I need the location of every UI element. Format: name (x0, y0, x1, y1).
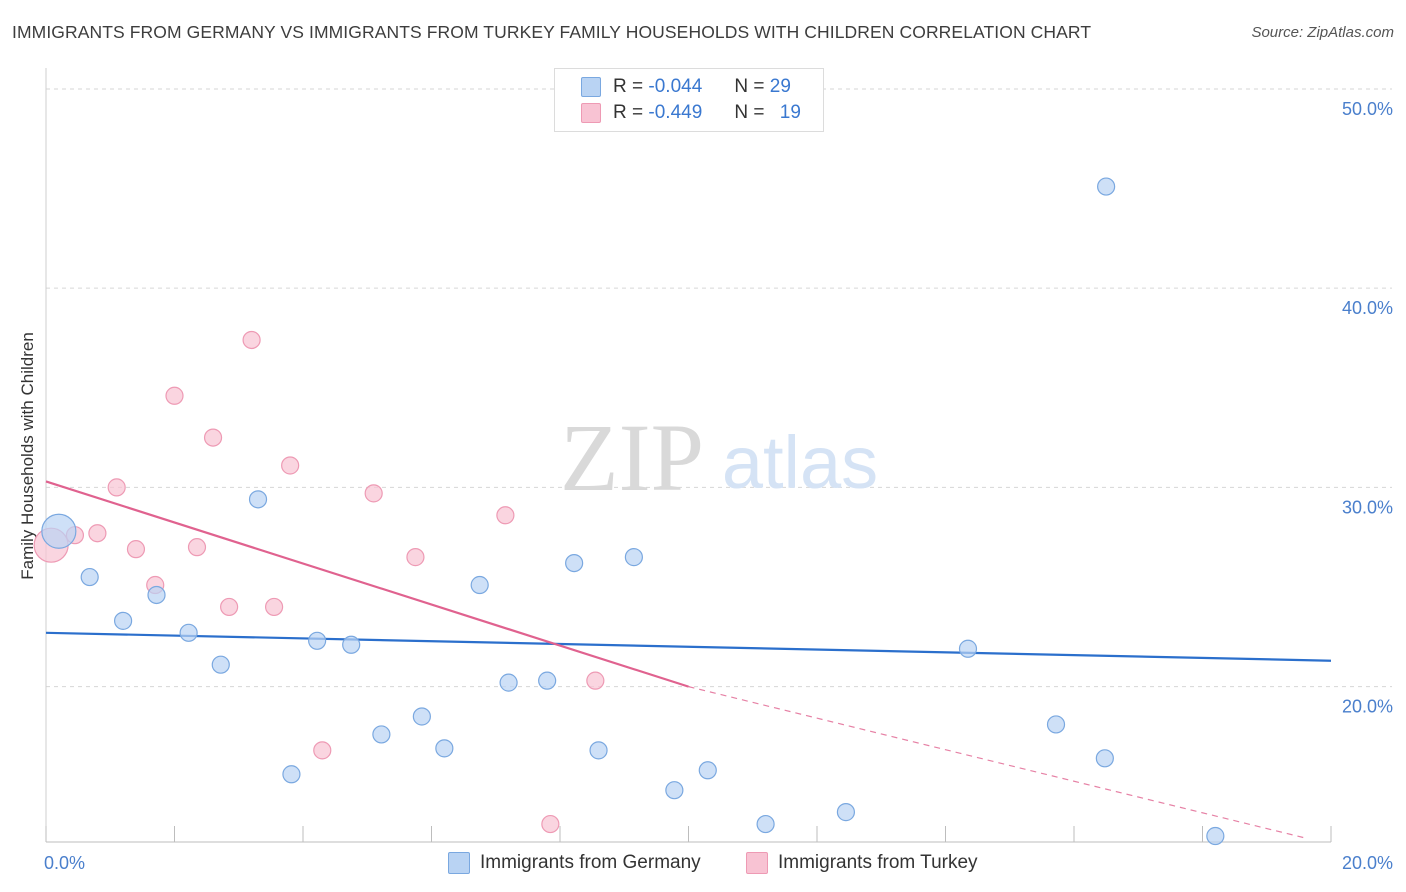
gridlines (46, 88, 1392, 688)
watermark-zip: ZIP (560, 404, 704, 511)
chart-title: IMMIGRANTS FROM GERMANY VS IMMIGRANTS FR… (12, 22, 1092, 42)
point-germany (308, 631, 327, 650)
bottom-legend-turkey: Immigrants from Turkey (746, 852, 978, 874)
axes (45, 68, 1332, 843)
point-germany (958, 639, 978, 658)
legend-r-turkey: -0.449 (648, 102, 703, 123)
x-tick-label-right: 20.0% (1342, 853, 1393, 873)
point-turkey (364, 484, 383, 503)
point-germany (412, 707, 431, 726)
point-germany (698, 761, 717, 780)
bottom-legend-label-germany: Immigrants from Germany (480, 852, 701, 873)
point-turkey (313, 741, 332, 760)
trend-line-turkey (45, 480, 689, 688)
trend-line-turkey-extension (688, 686, 1306, 839)
watermark-atlas: atlas (722, 421, 878, 504)
point-germany (538, 671, 557, 690)
point-germany (80, 567, 99, 587)
point-germany (282, 765, 301, 784)
point-turkey (165, 386, 184, 405)
legend-r-germany: -0.044 (648, 76, 703, 97)
legend-n-label: N = (734, 102, 765, 123)
y-tick-label: 40.0% (1342, 298, 1393, 318)
legend-swatch-turkey (581, 103, 601, 123)
bottom-legend-swatch-germany (448, 852, 470, 874)
point-germany (113, 611, 133, 630)
watermark: ZIP atlas (560, 404, 878, 511)
point-germany (435, 739, 454, 758)
bottom-legend-germany: Immigrants from Germany (448, 852, 701, 874)
legend-row-turkey: R = -0.449 N = 19 (581, 100, 801, 126)
point-germany (248, 490, 268, 509)
point-germany (756, 814, 775, 834)
x-tick-label-left: 0.0% (44, 853, 85, 873)
point-germany (589, 741, 608, 760)
point-turkey (126, 540, 146, 559)
legend-row-germany: R = -0.044 N = 29 (581, 74, 791, 100)
point-turkey (88, 524, 107, 543)
point-germany (342, 635, 361, 654)
point-germany (470, 575, 489, 595)
point-germany (211, 655, 230, 674)
point-germany (836, 803, 856, 822)
source-label: Source: ZipAtlas.com (1251, 24, 1394, 41)
point-turkey (541, 814, 560, 834)
legend-r-label: R = (613, 76, 644, 97)
point-turkey (406, 548, 425, 567)
point-turkey (203, 428, 223, 447)
point-germany (565, 553, 584, 573)
legend-n-turkey: 19 (779, 102, 801, 123)
point-germany (372, 725, 391, 744)
point-germany (1095, 749, 1114, 768)
point-germany (624, 548, 643, 567)
tick-labels: 20.0% 30.0% 40.0% 50.0% 0.0% 20.0% (44, 99, 1393, 873)
trend-line-germany (45, 631, 1332, 662)
point-germany (147, 585, 166, 605)
point-turkey (242, 330, 261, 350)
point-turkey (107, 478, 126, 497)
point-turkey (187, 538, 207, 557)
point-germany (1097, 177, 1116, 196)
point-turkey (264, 597, 284, 617)
y-tick-label: 50.0% (1342, 99, 1393, 119)
trend-lines (45, 480, 1332, 839)
y-tick-label: 30.0% (1342, 497, 1393, 517)
y-tick-label: 20.0% (1342, 697, 1393, 717)
point-germany (41, 513, 77, 549)
point-turkey (220, 597, 239, 617)
point-germany (499, 673, 518, 692)
legend-n-label: N = (734, 76, 765, 97)
legend-n-germany: 29 (769, 76, 791, 97)
bottom-legend-label-turkey: Immigrants from Turkey (778, 852, 978, 873)
point-turkey (496, 506, 515, 525)
point-germany (665, 781, 684, 800)
correlation-legend: R = -0.044 N = 29 R = -0.449 N = 19 (554, 68, 824, 132)
legend-r-label: R = (613, 102, 644, 123)
point-germany (1206, 826, 1225, 846)
point-germany (1046, 715, 1066, 734)
point-turkey (281, 456, 300, 475)
bottom-legend-swatch-turkey (746, 852, 768, 874)
point-turkey (586, 671, 605, 690)
legend-swatch-germany (581, 77, 601, 97)
point-germany (179, 623, 198, 642)
